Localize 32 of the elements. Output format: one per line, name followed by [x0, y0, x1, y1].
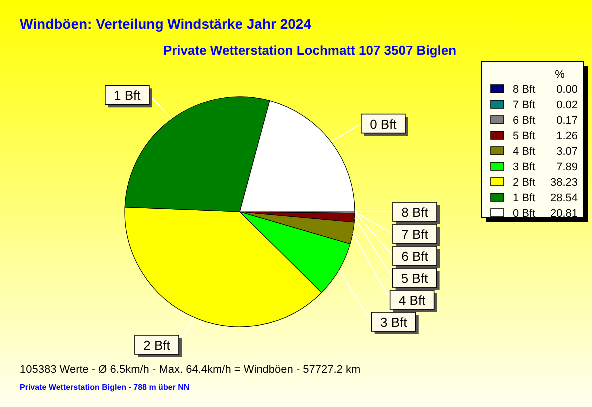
legend-label: 3 Bft: [513, 162, 536, 174]
legend-label: 6 Bft: [513, 115, 536, 127]
legend-label: 1 Bft: [513, 192, 536, 204]
data-label: 0.02: [556, 100, 578, 112]
legend-label: 4 Bft: [513, 146, 536, 158]
legend-title: %: [555, 69, 566, 81]
slice-label: 5 Bft: [401, 271, 429, 286]
legend-label: 7 Bft: [513, 100, 536, 112]
slice-label: 4 Bft: [398, 293, 426, 308]
chart-subtitle: Private Wetterstation Lochmatt 107 3507 Biglen: [163, 43, 457, 58]
legend-label: 2 Bft: [513, 177, 536, 189]
data-label: 0.17: [556, 115, 578, 127]
legend-label: 8 Bft: [402, 205, 429, 220]
legend-label: 5 Bft: [513, 130, 536, 142]
category-label: 8 Bft: [513, 84, 536, 96]
data-label: 28.54: [550, 192, 578, 204]
data-label: 3.07: [556, 146, 578, 158]
data-label: 7.89: [556, 162, 578, 174]
text: 105383 Werte - Ø 6.5km/h - Max. 64.4km/h = Windböen - 57727.2 km: [20, 364, 361, 376]
slice-label: 7 Bft: [402, 227, 429, 242]
legend-label: 0 Bft: [513, 208, 536, 220]
data-label: 20.81: [550, 208, 578, 220]
slice-label: 3 Bft: [380, 315, 408, 330]
slice-label: 0 Bft: [370, 116, 398, 132]
data-label: 1.26: [556, 130, 578, 142]
text: 0.00: [556, 84, 578, 96]
chart-title: Windböen: Verteilung Windstärke Jahr 2024: [20, 16, 312, 32]
data-label: 38.23: [550, 177, 578, 189]
slice-label: 6 Bft: [402, 249, 429, 264]
slice-label: 1 Bft: [114, 88, 142, 104]
slice-label: 2 Bft: [144, 338, 171, 353]
text: Private Wetterstation Biglen - 788 m über NN: [20, 383, 190, 392]
